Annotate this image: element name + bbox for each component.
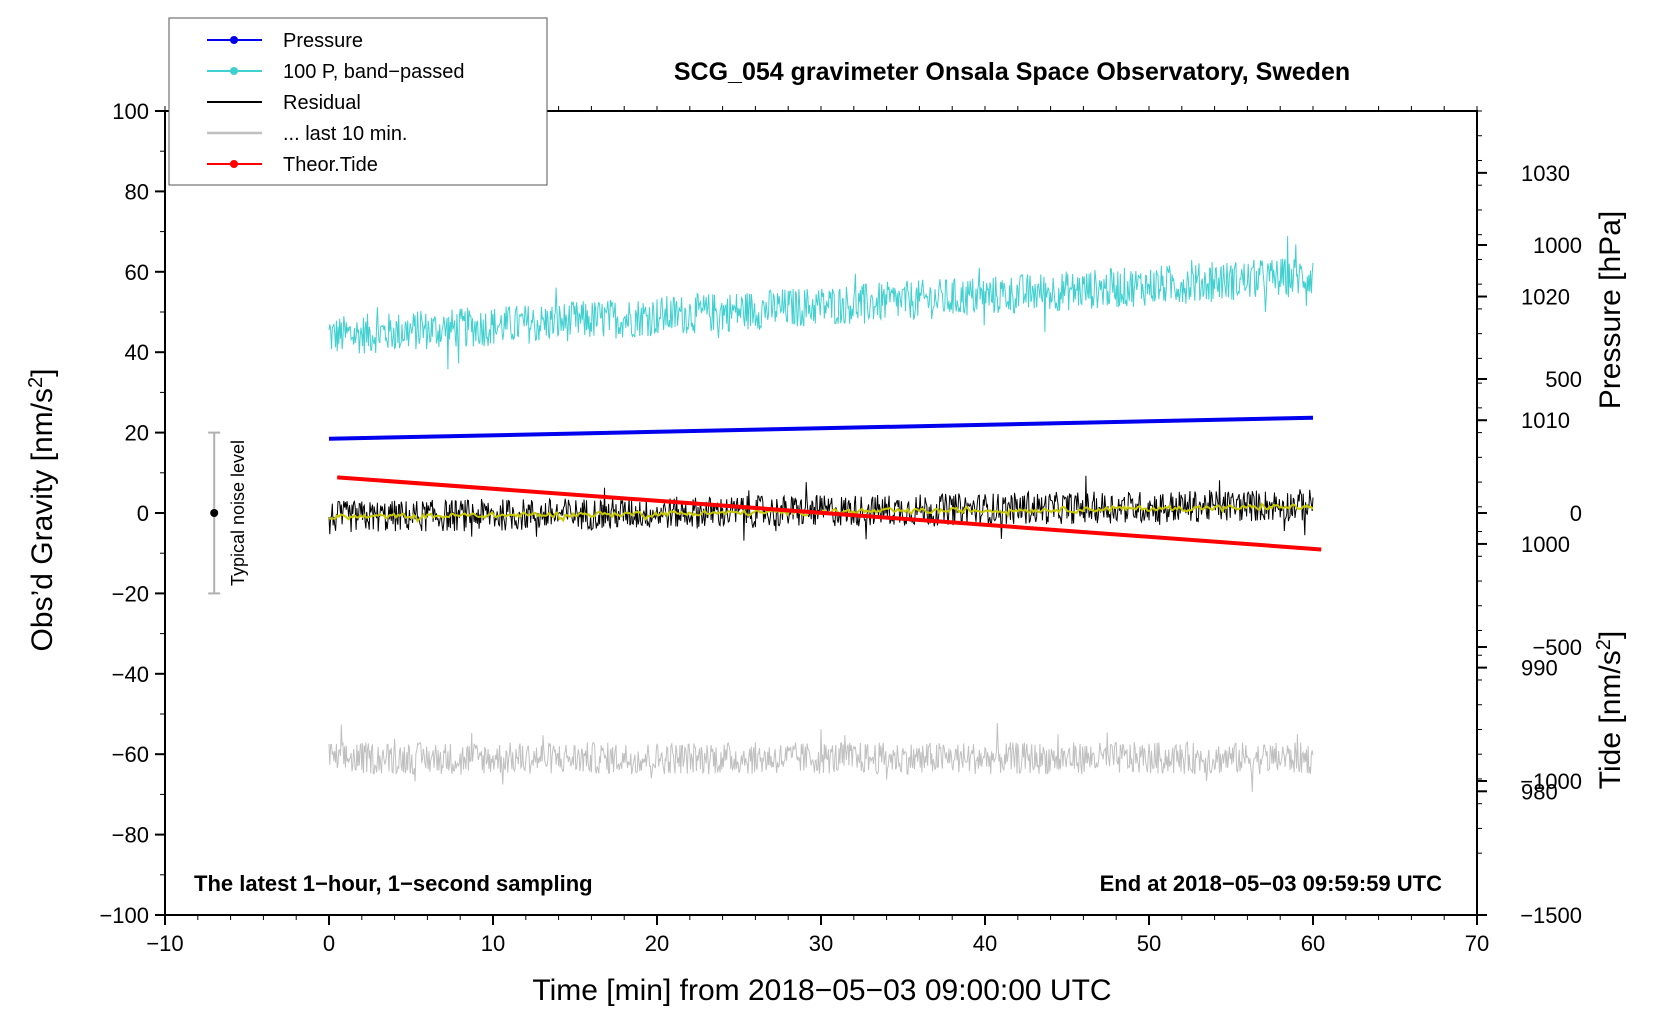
legend-label: Pressure	[283, 30, 363, 52]
axes: −10 0 10 20 30 40 50 60 70100806040200−20−40−60−…	[99, 99, 1582, 956]
noise-level-indicator: Typical noise level	[208, 431, 248, 595]
x-tick-label: −10	[146, 931, 183, 956]
pressure-tick-label: 1020	[1521, 285, 1570, 310]
tide-tick-label: −1000	[1520, 769, 1582, 794]
y-tick-label: −100	[99, 903, 149, 928]
annotation-end-time: End at 2018−05−03 09:59:59 UTC	[1100, 871, 1443, 896]
legend-marker	[230, 160, 238, 168]
y-tick-label: 80	[125, 179, 149, 204]
y-tick-label: 40	[125, 340, 149, 365]
pressure-tick-label: 1010	[1521, 408, 1570, 433]
tide-tick-label: 500	[1545, 367, 1582, 392]
x-tick-label: 40	[973, 931, 997, 956]
series-line--last-10-min-	[328, 722, 1314, 792]
plot-area	[328, 236, 1322, 792]
tide-tick-label: −1500	[1520, 903, 1582, 928]
y-axis-label-gravity: Obs’d Gravity [nm/s2]	[25, 369, 59, 652]
legend-marker	[230, 36, 238, 44]
legend-label: Residual	[283, 92, 361, 114]
legend-marker	[230, 67, 238, 75]
tide-tick-label: 0	[1570, 501, 1582, 526]
pressure-tick-label: 1030	[1521, 161, 1570, 186]
tide-tick-label: 1000	[1533, 233, 1582, 258]
y-axis-label-tide: Tide [nm/s2]	[1593, 631, 1627, 789]
x-tick-label: 20	[645, 931, 669, 956]
annotation-sampling: The latest 1−hour, 1−second sampling	[194, 871, 593, 896]
legend-label: 100 P, band−passed	[283, 61, 464, 83]
x-tick-label: 0	[323, 931, 335, 956]
noise-bar-label: Typical noise level	[228, 440, 248, 586]
x-tick-label: 60	[1301, 931, 1325, 956]
y-tick-label: −40	[112, 662, 149, 687]
y-tick-label: −20	[112, 581, 149, 606]
legend-label: ... last 10 min.	[283, 123, 408, 145]
y-tick-label: 60	[125, 260, 149, 285]
x-tick-label: 10	[481, 931, 505, 956]
pressure-tick-label: 980	[1521, 779, 1558, 804]
y-tick-label: 0	[137, 501, 149, 526]
y-tick-label: −60	[112, 742, 149, 767]
y-tick-label: 20	[125, 421, 149, 446]
y-axis-label-pressure: Pressure [hPa]	[1594, 211, 1627, 409]
legend: Pressure 100 P, band−passed Residual ... la…	[168, 17, 548, 186]
x-axis-label: Time [min] from 2018−05−03 09:00:00 UTC	[532, 974, 1111, 1007]
y-tick-label: −80	[112, 823, 149, 848]
y-tick-label: 100	[112, 99, 149, 124]
series-line-100-p-band-passed	[328, 236, 1314, 370]
series-line-theor-tide	[337, 475, 1322, 552]
x-tick-label: 30	[809, 931, 833, 956]
pressure-tick-label: 990	[1521, 656, 1558, 681]
series-line-pressure	[328, 415, 1314, 441]
legend-label: Theor.Tide	[283, 154, 378, 176]
chart-title: SCG_054 gravimeter Onsala Space Observat…	[674, 58, 1350, 86]
x-tick-label: 70	[1465, 931, 1489, 956]
noise-bar-point	[210, 509, 219, 517]
pressure-tick-label: 1000	[1521, 532, 1570, 557]
tide-tick-label: −500	[1532, 635, 1582, 660]
x-tick-label: 50	[1137, 931, 1161, 956]
